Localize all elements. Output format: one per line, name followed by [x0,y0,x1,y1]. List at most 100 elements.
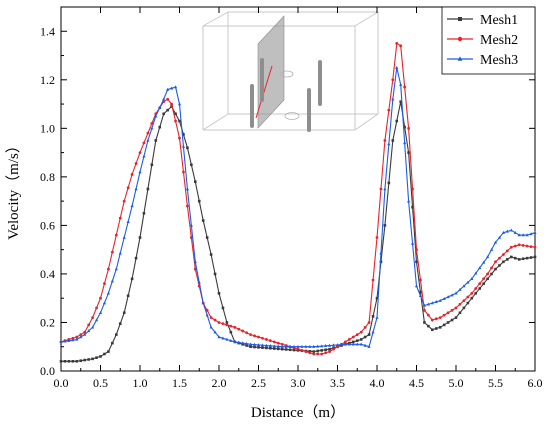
y-tick-label: 1.0 [40,121,55,135]
x-tick-label: 3.0 [291,376,306,390]
data-point [470,291,474,295]
data-point [383,139,387,142]
data-point [529,256,533,259]
data-point [418,293,423,297]
data-point [478,266,482,270]
data-point [98,310,103,314]
data-point [533,245,537,249]
data-point [430,318,434,322]
data-point [375,296,379,300]
data-point [178,136,181,140]
data-point [431,328,434,332]
data-point [190,163,193,167]
data-point [312,350,316,353]
data-point [470,276,474,280]
series-mesh3 [59,65,537,348]
data-point [134,187,138,191]
data-point [446,311,450,315]
data-point [525,233,529,237]
data-point [320,349,323,352]
data-point [533,230,537,234]
data-point [229,330,233,334]
data-point [335,343,340,347]
data-point [387,108,391,112]
data-point [99,296,102,300]
data-point [249,333,253,336]
data-point [273,347,276,350]
data-point [142,154,146,158]
data-point [106,291,110,295]
data-point [193,260,197,263]
x-tick-label: 1.5 [172,376,187,390]
data-point [470,296,474,300]
data-point [217,335,221,339]
data-point [411,205,414,209]
data-point [272,344,276,348]
data-point [490,266,493,270]
data-point [79,335,83,339]
data-point [138,151,142,155]
data-point [249,345,252,349]
x-tick-label: 3.5 [330,376,345,390]
data-point [458,302,462,306]
y-tick-label: 1.2 [40,73,55,87]
data-point [170,102,174,106]
data-point [122,199,126,203]
data-point [260,343,265,347]
data-point [177,102,182,106]
data-point [122,311,126,315]
data-point [253,345,256,349]
data-point [478,282,482,286]
data-point [276,344,280,348]
data-point [355,333,359,336]
data-point [118,216,122,220]
series-line-mesh3 [60,67,536,348]
data-point [197,280,201,284]
data-point [162,97,166,101]
data-point [391,97,395,101]
data-point [71,336,75,340]
data-point [529,245,533,249]
data-point [324,348,327,352]
data-point [79,333,83,336]
data-point [162,112,165,116]
data-point [292,344,296,348]
data-point [142,141,146,145]
data-point [462,284,466,288]
data-point [221,306,225,310]
data-point [146,131,150,135]
data-point [498,264,501,267]
data-point [130,204,134,208]
y-tick-label: 0.6 [40,218,55,232]
data-point [166,108,169,112]
data-point [466,280,470,284]
data-point [383,224,387,227]
data-point [367,344,371,348]
data-point [154,114,158,118]
data-point [434,300,438,304]
data-point [142,211,146,215]
data-point [517,258,521,261]
data-point [173,85,178,89]
data-point [91,357,94,361]
data-point [391,78,395,82]
data-point [178,119,181,123]
data-point [490,272,493,276]
data-point [489,247,494,251]
data-point [87,358,90,361]
data-point [513,256,517,260]
data-point [103,352,106,356]
data-point [379,187,383,191]
data-point [122,235,126,239]
data-point [99,355,102,358]
data-point [75,337,79,341]
data-point [316,349,320,353]
data-point [371,278,375,282]
data-point [399,100,402,103]
data-point [355,342,359,346]
data-point [213,318,217,322]
data-point [509,228,513,232]
data-point [320,352,324,356]
data-point [506,258,509,261]
